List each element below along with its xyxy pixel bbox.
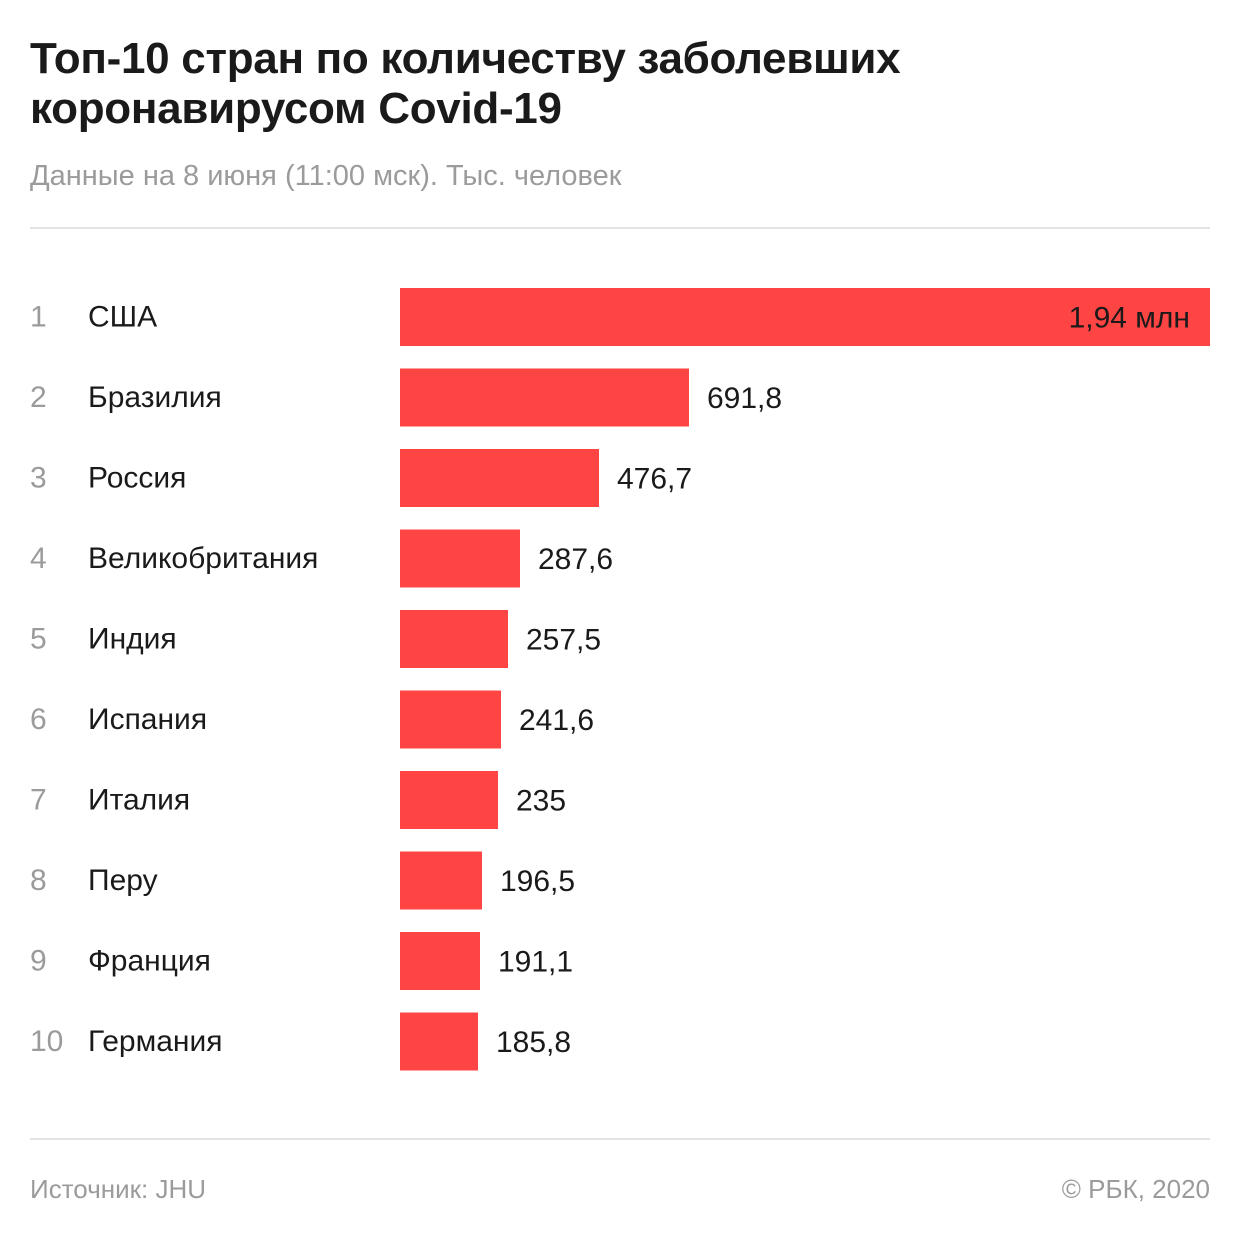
value-label: 196,5 (500, 865, 575, 898)
rank-label: 4 (30, 542, 47, 575)
rank-label: 6 (30, 703, 47, 736)
bar (400, 851, 482, 910)
rank-label: 3 (30, 462, 47, 495)
rank-label: 1 (30, 301, 47, 334)
bar (400, 288, 1210, 346)
rank-label: 7 (30, 784, 47, 817)
value-label: 185,8 (496, 1026, 571, 1059)
copyright-note: © РБК, 2020 (1061, 1174, 1210, 1204)
value-label: 257,5 (526, 624, 601, 657)
value-label: 1,94 млн (1069, 302, 1190, 335)
chart-subtitle: Данные на 8 июня (11:00 мск). Тыс. челов… (30, 160, 622, 192)
bar (400, 368, 689, 427)
value-label: 691,8 (707, 382, 782, 415)
rank-label: 10 (30, 1025, 63, 1058)
bar (400, 1012, 478, 1071)
top-divider (30, 227, 1210, 229)
country-label: Франция (88, 945, 211, 978)
value-label: 241,6 (519, 704, 594, 737)
value-label: 476,7 (617, 463, 692, 496)
country-label: Германия (88, 1025, 223, 1058)
bar (400, 771, 498, 829)
value-label: 287,6 (538, 543, 613, 576)
chart-title: Топ-10 стран по количеству заболевших ко… (30, 34, 901, 133)
bar (400, 529, 520, 588)
bar (400, 449, 599, 507)
value-label: 191,1 (498, 946, 573, 979)
country-label: Россия (88, 462, 186, 495)
bar (400, 690, 501, 749)
rank-label: 9 (30, 945, 47, 978)
rank-label: 5 (30, 623, 47, 656)
bar (400, 932, 480, 990)
bar (400, 610, 508, 668)
value-label: 235 (516, 785, 566, 818)
source-note: Источник: JHU (30, 1174, 206, 1204)
country-label: Перу (88, 864, 158, 897)
rank-label: 8 (30, 864, 47, 897)
country-label: Индия (88, 623, 177, 656)
country-label: США (88, 301, 157, 334)
country-label: Италия (88, 784, 190, 817)
country-label: Великобритания (88, 542, 318, 575)
rank-label: 2 (30, 381, 47, 414)
country-label: Испания (88, 703, 207, 736)
country-label: Бразилия (88, 381, 222, 414)
bottom-divider (30, 1138, 1210, 1140)
